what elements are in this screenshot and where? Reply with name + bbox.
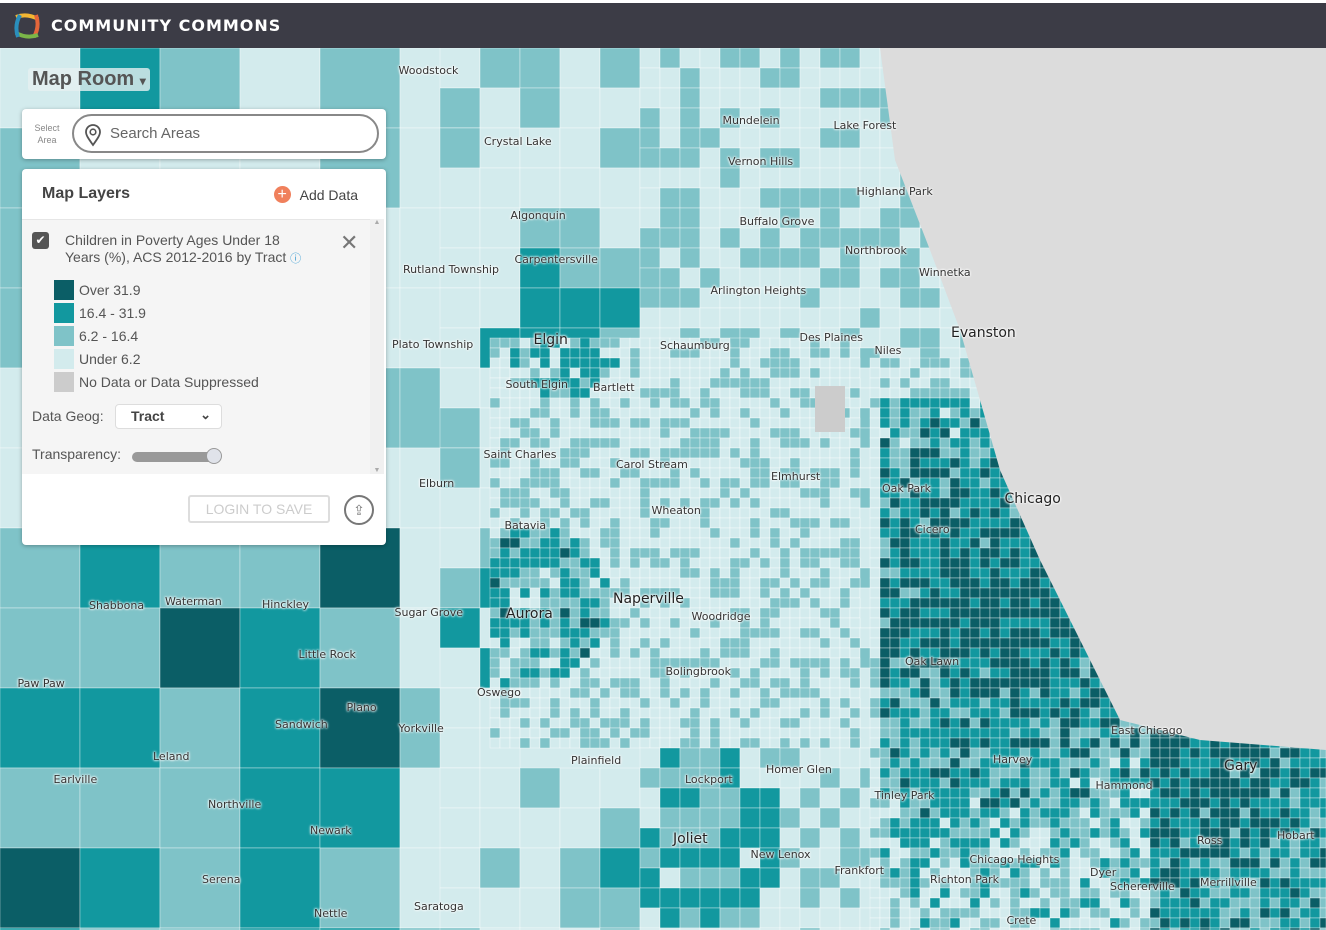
tract-polygon[interactable] xyxy=(519,287,561,329)
tract-polygon[interactable] xyxy=(559,48,601,89)
tract-polygon[interactable] xyxy=(439,327,481,369)
tract-polygon[interactable] xyxy=(479,207,521,249)
tract-polygon[interactable] xyxy=(599,167,641,209)
brand-name: COMMUNITY COMMONS xyxy=(51,16,282,35)
tract-polygon[interactable] xyxy=(479,87,521,129)
tract-polygon[interactable] xyxy=(479,247,521,289)
tract-polygon[interactable] xyxy=(559,127,601,169)
tract-polygon[interactable] xyxy=(599,207,641,249)
tract-polygon[interactable] xyxy=(559,207,601,249)
top-bar: COMMUNITY COMMONS xyxy=(0,0,1326,48)
tract-polygon[interactable] xyxy=(479,48,521,89)
tract-polygon[interactable] xyxy=(439,247,481,289)
tract-polygon[interactable] xyxy=(599,127,641,169)
map-canvas[interactable]: Woodstock Mundelein Lake Forest Crystal Lak… xyxy=(0,48,1326,930)
tract-polygon[interactable] xyxy=(519,127,561,169)
tract-polygon[interactable] xyxy=(479,127,521,169)
tract-polygon[interactable] xyxy=(559,167,601,209)
tract-polygon[interactable] xyxy=(519,48,561,89)
tract-polygon[interactable] xyxy=(599,48,641,89)
tract-polygon[interactable] xyxy=(559,247,601,289)
choropleth-layer xyxy=(0,48,1326,930)
tract-polygon[interactable] xyxy=(439,167,481,209)
tract-polygon[interactable] xyxy=(599,87,641,129)
tract-polygon[interactable] xyxy=(439,207,481,249)
tract-polygon[interactable] xyxy=(519,167,561,209)
tract-polygon[interactable] xyxy=(599,247,641,289)
community-commons-logo[interactable] xyxy=(12,11,42,41)
tract-polygon[interactable] xyxy=(559,87,601,129)
tract-polygon[interactable] xyxy=(559,287,601,329)
